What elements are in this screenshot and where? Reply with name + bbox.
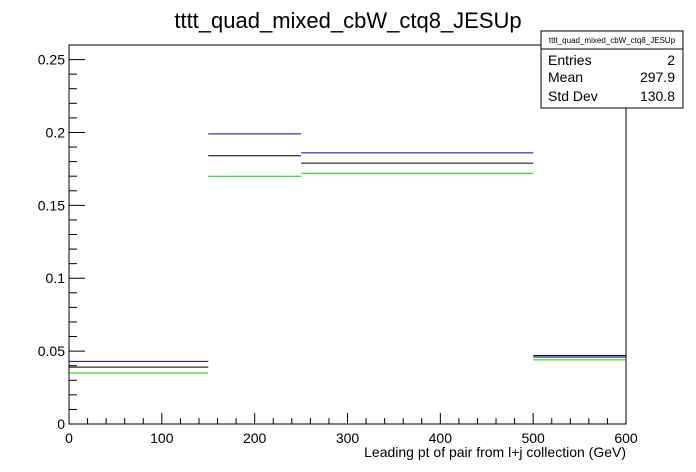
y-tick-label: 0.15	[38, 197, 65, 213]
x-tick-label: 400	[429, 430, 453, 446]
x-tick-labels: 0 100 200 300 400 500 600	[65, 430, 638, 446]
x-tick-label: 100	[150, 430, 174, 446]
histogram-series	[69, 133, 626, 374]
stats-box-title: tttt_quad_mixed_cbW_ctq8_JESUp	[549, 36, 676, 45]
stats-box: tttt_quad_mixed_cbW_ctq8_JESUp Entries 2…	[540, 30, 684, 109]
stats-mean-label: Mean	[548, 69, 583, 85]
x-axis-label: Leading pt of pair from l+j collection (…	[364, 444, 626, 460]
y-tick-label: 0.2	[46, 124, 66, 140]
stats-mean-value: 297.9	[640, 69, 675, 85]
x-tick-label: 600	[614, 430, 638, 446]
histogram-series-group	[69, 155, 626, 368]
x-tick-label: 200	[243, 430, 267, 446]
stats-entries-value: 2	[667, 52, 675, 68]
y-tick-label: 0.25	[38, 52, 65, 68]
stats-stddev-label: Std Dev	[548, 88, 598, 104]
chart-title: tttt_quad_mixed_cbW_ctq8_JESUp	[174, 8, 521, 33]
stats-stddev-value: 130.8	[640, 88, 675, 104]
y-tick-label: 0.05	[38, 343, 65, 359]
y-tick-labels: 0 0.05 0.1 0.15 0.2 0.25	[38, 52, 65, 432]
x-tick-label: 500	[521, 430, 545, 446]
histogram-series-group	[69, 133, 626, 362]
axis-ticks	[68, 44, 627, 425]
stats-entries-label: Entries	[548, 52, 592, 68]
x-tick-label: 300	[336, 430, 360, 446]
x-tick-label: 0	[65, 430, 73, 446]
y-tick-label: 0.1	[46, 270, 66, 286]
y-tick-label: 0	[57, 416, 65, 432]
histogram-series-group	[69, 172, 626, 374]
